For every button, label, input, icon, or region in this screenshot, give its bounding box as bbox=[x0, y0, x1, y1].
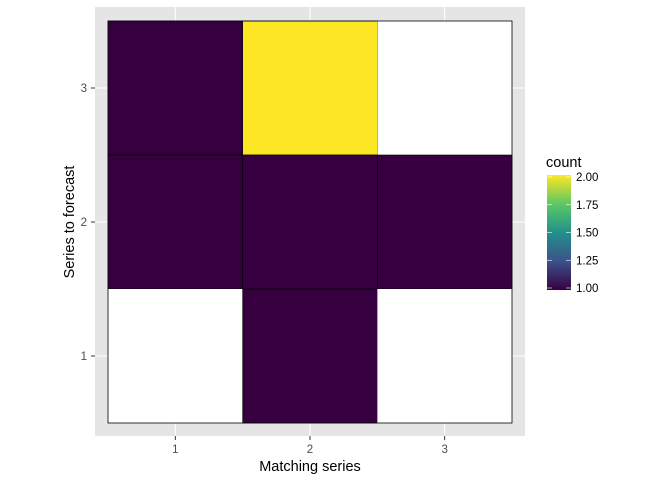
y-tick-label: 1 bbox=[81, 351, 87, 363]
heatmap-tile-1-2 bbox=[107, 154, 243, 290]
heatmap-tile-2-3 bbox=[242, 20, 378, 156]
heatmap-tile-1-3 bbox=[107, 20, 243, 156]
x-tick-label: 1 bbox=[172, 444, 178, 456]
heatmap-tile-3-2 bbox=[377, 154, 513, 290]
legend-tick-label: 1.25 bbox=[576, 255, 598, 267]
heatmap-tile-3-1 bbox=[377, 289, 512, 423]
heatmap-tile-1-1 bbox=[108, 289, 243, 423]
legend: count 2.00 1.75 1.50 1.25 1.00 bbox=[546, 155, 598, 295]
legend-title: count bbox=[546, 155, 581, 171]
heatmap-tile-2-1 bbox=[242, 288, 378, 424]
y-tick-label: 3 bbox=[81, 83, 87, 95]
tile-area-border bbox=[107, 20, 513, 424]
y-axis: 1 2 3 bbox=[81, 83, 95, 363]
heatmap-tile-2-2 bbox=[242, 154, 378, 290]
y-tick-label: 2 bbox=[81, 217, 87, 229]
legend-tick-label: 1.50 bbox=[576, 228, 598, 240]
legend-tick-label: 1.00 bbox=[576, 283, 598, 295]
tiles bbox=[107, 20, 513, 424]
x-tick-label: 3 bbox=[441, 444, 447, 456]
heatmap-tile-3-3 bbox=[377, 21, 512, 155]
legend-tick-label: 1.75 bbox=[576, 200, 598, 212]
x-axis-label: Matching series bbox=[259, 459, 361, 475]
legend-tick-label: 2.00 bbox=[576, 172, 598, 184]
y-axis-label: Series to forecast bbox=[62, 166, 78, 279]
x-tick-label: 2 bbox=[307, 444, 313, 456]
x-axis: 1 2 3 bbox=[172, 436, 448, 456]
